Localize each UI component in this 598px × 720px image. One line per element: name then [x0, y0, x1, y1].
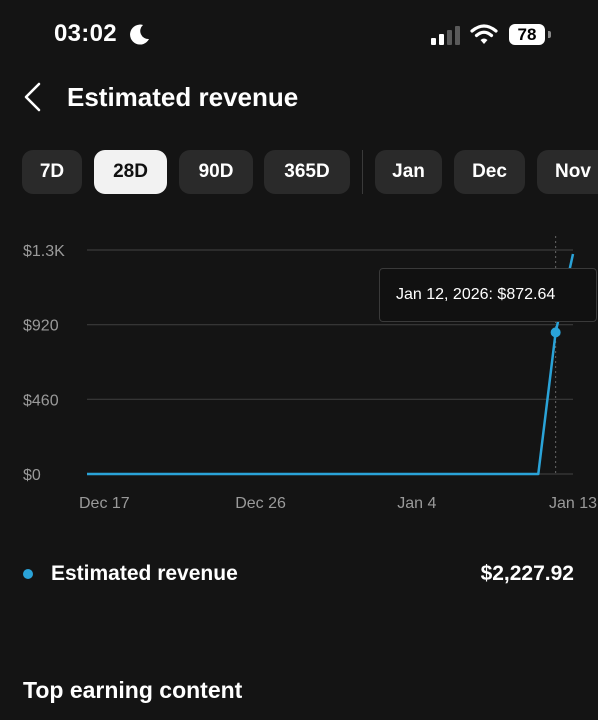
- battery-level: 78: [517, 25, 537, 44]
- highlight-point: [550, 327, 561, 338]
- cellular-signal-icon: [431, 26, 460, 45]
- y-tick-label: $0: [23, 467, 41, 484]
- y-tick-label: $1.3K: [23, 243, 65, 260]
- revenue-line-chart[interactable]: $0 $460 $920 $1.3K Dec 17 Dec 26 Jan 4 Jan 13: [0, 226, 598, 526]
- legend-total-value: $2,227.92: [480, 562, 574, 585]
- wifi-icon: [470, 24, 498, 44]
- back-chevron-icon[interactable]: [22, 82, 44, 112]
- x-tick-label: Jan 4: [397, 495, 436, 512]
- y-tick-label: $920: [23, 318, 59, 335]
- legend-row: Estimated revenue $2,227.92: [0, 554, 598, 594]
- tab-90d[interactable]: 90D: [179, 150, 253, 194]
- tab-28d[interactable]: 28D: [94, 150, 167, 194]
- status-bar: 03:02 78: [0, 0, 598, 70]
- date-range-tabs: 7D 28D 90D 365D Jan Dec Nov: [0, 150, 598, 194]
- page-title: Estimated revenue: [67, 82, 299, 112]
- y-tick-label: $460: [23, 392, 59, 409]
- tab-7d[interactable]: 7D: [22, 150, 82, 194]
- tab-dec[interactable]: Dec: [454, 150, 525, 194]
- legend-label: Estimated revenue: [51, 562, 238, 585]
- x-tick-label: Jan 13: [549, 495, 597, 512]
- tab-nov[interactable]: Nov: [537, 150, 598, 194]
- x-tick-label: Dec 17: [79, 495, 130, 512]
- battery-icon: 78: [509, 24, 545, 45]
- x-tick-label: Dec 26: [235, 495, 286, 512]
- series-line-estimated-revenue: [87, 253, 575, 476]
- tab-divider: [362, 150, 363, 194]
- moon-icon: [130, 24, 149, 45]
- legend-dot: [23, 569, 33, 579]
- section-title-top-earning: Top earning content: [23, 677, 243, 703]
- header: Estimated revenue: [0, 72, 598, 124]
- chart-tooltip: Jan 12, 2026: $872.64: [379, 268, 597, 322]
- battery-tip: [548, 31, 551, 38]
- status-time: 03:02: [54, 20, 117, 47]
- tab-365d[interactable]: 365D: [264, 150, 350, 194]
- tab-jan[interactable]: Jan: [375, 150, 442, 194]
